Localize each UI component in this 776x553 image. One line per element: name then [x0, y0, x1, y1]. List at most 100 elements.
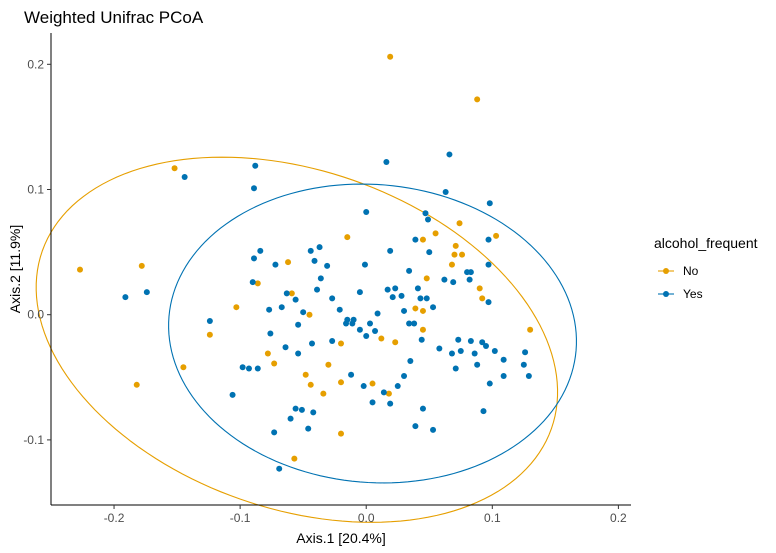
point-no: [291, 455, 298, 462]
point-yes: [479, 339, 486, 346]
point-yes: [245, 365, 252, 372]
point-yes: [412, 423, 419, 430]
point-yes: [441, 276, 448, 283]
point-yes: [417, 295, 424, 302]
point-yes: [398, 292, 405, 299]
point-yes: [254, 365, 261, 372]
point-yes: [389, 294, 396, 301]
point-no: [133, 381, 140, 388]
point-no: [378, 335, 385, 342]
x-tick-label: 0.0: [358, 511, 375, 525]
point-yes: [314, 286, 321, 293]
x-axis-ticks: -0.2 -0.1 0.0 0.1 0.2: [104, 505, 627, 525]
point-yes: [143, 289, 150, 296]
point-yes: [356, 289, 363, 296]
point-yes: [448, 350, 455, 357]
point-yes: [311, 257, 318, 264]
point-yes: [485, 261, 492, 268]
x-axis-title: Axis.1 [20.4%]: [296, 530, 386, 546]
point-no: [307, 381, 314, 388]
legend-items: No Yes: [658, 264, 703, 301]
point-yes: [363, 209, 370, 216]
point-yes: [387, 400, 394, 407]
point-yes: [305, 425, 312, 432]
point-yes: [394, 383, 401, 390]
point-yes: [350, 316, 357, 323]
point-yes: [483, 343, 489, 349]
point-yes: [282, 344, 289, 351]
ellipse-yes: [168, 183, 577, 484]
point-no: [419, 326, 426, 333]
point-yes: [298, 406, 305, 413]
point-yes: [316, 244, 323, 251]
y-tick-label: 0.2: [27, 57, 44, 71]
point-yes: [450, 279, 457, 286]
point-yes: [474, 361, 481, 368]
point-no: [338, 379, 344, 386]
point-yes: [251, 255, 257, 262]
point-no: [392, 339, 399, 346]
y-tick-label: -0.1: [23, 433, 44, 447]
point-yes: [374, 310, 381, 317]
point-no: [180, 364, 187, 371]
legend-label-yes: Yes: [683, 287, 703, 301]
point-no: [412, 305, 419, 312]
point-no: [448, 261, 455, 268]
point-yes: [436, 345, 443, 352]
point-yes: [491, 348, 498, 355]
point-yes: [309, 340, 315, 347]
point-yes: [401, 373, 408, 380]
point-yes: [520, 361, 527, 368]
point-yes: [343, 320, 350, 327]
point-yes: [360, 383, 367, 390]
point-yes: [292, 296, 299, 303]
point-yes: [272, 261, 279, 268]
confidence-ellipses: [35, 156, 577, 523]
x-tick-label: 0.2: [610, 511, 627, 525]
point-no: [344, 234, 351, 241]
point-yes: [372, 327, 379, 334]
point-yes: [267, 330, 274, 337]
point-yes: [300, 309, 307, 316]
scatter-points: [77, 53, 534, 472]
point-no: [419, 307, 426, 314]
point-yes: [455, 336, 462, 343]
point-no: [493, 232, 500, 239]
point-yes: [387, 247, 394, 254]
point-no: [459, 251, 466, 258]
legend: alcohol_frequent No Yes: [654, 235, 758, 301]
point-yes: [310, 409, 317, 416]
point-yes: [422, 210, 429, 217]
point-yes: [486, 200, 493, 207]
point-yes: [485, 299, 492, 306]
point-no: [288, 290, 295, 297]
point-no: [271, 360, 278, 367]
point-no: [77, 266, 83, 273]
point-yes: [407, 358, 414, 365]
point-no: [387, 53, 394, 60]
point-no: [476, 285, 483, 292]
point-yes: [251, 185, 257, 192]
point-yes: [287, 415, 294, 422]
point-yes: [467, 337, 474, 344]
point-yes: [430, 304, 437, 311]
point-yes: [252, 162, 259, 169]
point-yes: [430, 426, 437, 433]
point-yes: [411, 320, 418, 327]
legend-label-no: No: [683, 264, 699, 278]
y-tick-label: 0.0: [27, 308, 44, 322]
y-tick-label: 0.1: [27, 182, 44, 196]
point-yes: [522, 349, 529, 356]
point-yes: [283, 290, 290, 297]
point-yes: [278, 304, 285, 311]
point-yes: [423, 295, 430, 302]
legend-key-point: [663, 291, 669, 297]
point-no: [479, 295, 486, 302]
point-no: [325, 361, 332, 368]
point-no: [456, 220, 463, 227]
point-no: [527, 326, 534, 333]
point-yes: [426, 249, 433, 256]
point-yes: [446, 151, 453, 158]
x-tick-label: -0.2: [104, 511, 125, 525]
point-no: [285, 259, 292, 266]
